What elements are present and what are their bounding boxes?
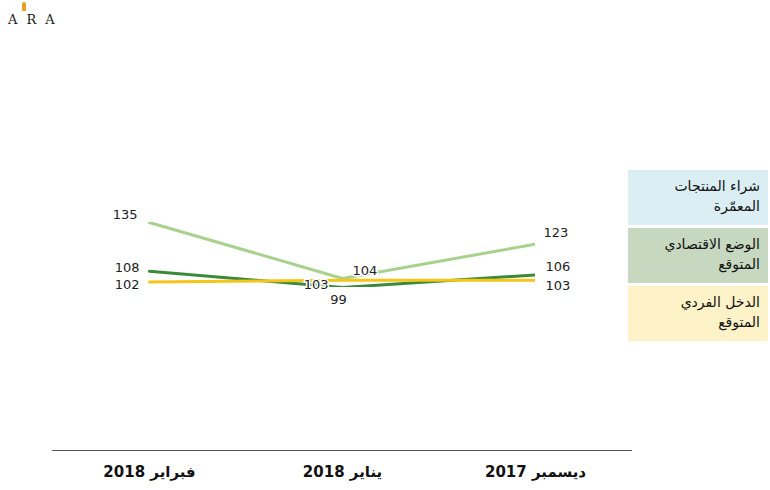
svg-text:ديسمبر 2017: ديسمبر 2017: [485, 463, 586, 481]
svg-text:104: 104: [353, 263, 378, 278]
svg-text:يناير 2018: يناير 2018: [303, 463, 382, 481]
svg-text:99: 99: [330, 292, 347, 307]
html-text:شراء المنتجات المعمّرة: شراء المنتجات المعمّرة: [674, 178, 760, 214]
svg-text:103: 103: [546, 278, 571, 293]
html-text:الوضع الاقتصادي المتوقع: الوضع الاقتصادي المتوقع: [664, 236, 760, 272]
svg-text:فبراير 2018: فبراير 2018: [103, 463, 195, 481]
svg-text:103: 103: [304, 277, 329, 292]
svg-text:108: 108: [115, 260, 140, 275]
svg-text:123: 123: [544, 225, 569, 240]
svg-text:106: 106: [546, 259, 571, 274]
html-text:ARA: ARA: [8, 12, 64, 27]
svg-text:135: 135: [113, 207, 138, 222]
svg-text:102: 102: [115, 277, 140, 292]
html-text:الدخل الفردي المتوقع: الدخل الفردي المتوقع: [680, 294, 760, 330]
